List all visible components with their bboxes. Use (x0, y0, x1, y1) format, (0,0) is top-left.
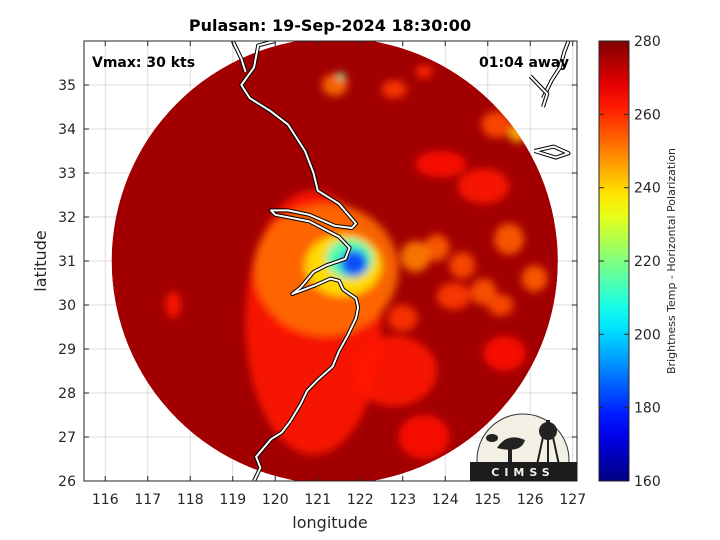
x-tick-label: 122 (347, 492, 374, 508)
coastline (231, 41, 247, 73)
tb-feature (483, 335, 526, 371)
y-tick-label: 33 (58, 166, 76, 182)
chart-title: Pulasan: 19-Sep-2024 18:30:00 (189, 16, 471, 35)
x-tick-label: 121 (304, 492, 331, 508)
colorbar-tick-label: 180 (634, 401, 661, 417)
coastline (542, 41, 570, 99)
y-tick-label: 30 (58, 298, 76, 314)
y-tick-label: 29 (58, 342, 76, 358)
tb-feature (449, 252, 475, 279)
tb-feature (400, 241, 431, 272)
tb-feature (424, 234, 450, 261)
x-tick-label: 126 (517, 492, 544, 508)
x-tick-label: 117 (134, 492, 161, 508)
colorbar-tick-label: 160 (634, 474, 661, 490)
vmax-annotation: Vmax: 30 kts (92, 55, 195, 71)
tb-feature (415, 151, 467, 178)
x-tick-label: 116 (92, 492, 119, 508)
colorbar-tick-label: 260 (634, 107, 661, 123)
x-tick-label: 119 (219, 492, 246, 508)
tb-feature (165, 291, 181, 319)
y-tick-label: 27 (58, 430, 76, 446)
x-tick-label: 120 (262, 492, 289, 508)
y-tick-label: 28 (58, 386, 76, 402)
y-tick-label: 35 (58, 78, 76, 94)
coastline (529, 75, 549, 108)
logo-text: CIMSS (491, 466, 554, 479)
tb-feature (398, 415, 450, 459)
tb-feature (436, 283, 471, 310)
tb-feature (494, 223, 524, 255)
colorbar-label: Brightness Temp - Horizontal Polarizatio… (665, 148, 678, 374)
colorbar-tick-label: 200 (634, 327, 661, 343)
y-tick-label: 34 (58, 122, 76, 138)
tb-feature (415, 65, 433, 79)
colorbar-tick-label: 220 (634, 254, 661, 270)
x-tick-label: 125 (474, 492, 501, 508)
tb-feature (381, 80, 407, 99)
coastline (534, 145, 570, 159)
coastline (240, 41, 360, 481)
colorbar-tick-label: 240 (634, 181, 661, 197)
x-tick-label: 124 (432, 492, 459, 508)
tb-feature (336, 72, 346, 80)
tb-feature (470, 278, 497, 305)
x-tick-label: 127 (559, 492, 586, 508)
tb-feature (481, 111, 512, 138)
y-tick-label: 31 (58, 254, 76, 270)
y-axis-ticks: 26 27 28 29 30 31 32 33 34 35 (58, 78, 577, 490)
y-tick-label: 32 (58, 210, 76, 226)
tb-feature (351, 335, 437, 407)
x-axis-label: longitude (292, 513, 367, 532)
tb-feature (458, 168, 509, 204)
x-tick-label: 118 (177, 492, 204, 508)
tb-feature (340, 250, 368, 277)
tb-feature (487, 294, 514, 316)
x-tick-label: 123 (389, 492, 416, 508)
coastlines (230, 41, 571, 481)
time-away-annotation: 01:04 away (479, 55, 569, 71)
colorbar-tick-label: 280 (634, 34, 661, 50)
cimss-logo: CIMSS (470, 413, 577, 481)
tb-feature (387, 305, 418, 332)
x-axis-ticks: 116 117 118 119 120 121 122 123 124 125 126 127 (92, 41, 586, 508)
colorbar-ticks: 160 180 200 220 240 260 280 (599, 34, 661, 490)
tb-feature (521, 265, 548, 292)
y-axis-label: latitude (31, 230, 50, 291)
y-tick-label: 26 (58, 474, 76, 490)
